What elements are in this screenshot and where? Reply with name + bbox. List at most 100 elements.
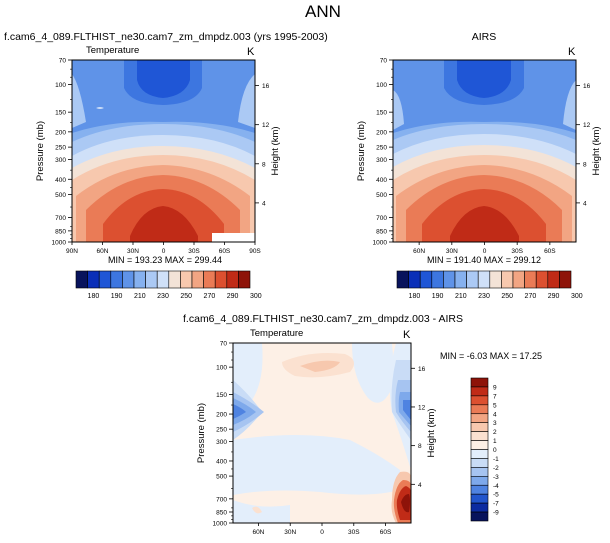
colorbar-swatch bbox=[133, 270, 146, 289]
colorbar-obs: 180 190 210 230 250 270 290 300 bbox=[396, 270, 583, 300]
latitude-tick-label: 60N bbox=[252, 529, 264, 536]
pressure-tick-label: 200 bbox=[376, 129, 387, 136]
colorbar-label: 190 bbox=[111, 293, 123, 300]
colorbar-swatch bbox=[477, 270, 491, 289]
colorbar-label: 180 bbox=[88, 293, 100, 300]
latitude-tick-label: 30N bbox=[446, 248, 458, 255]
height-tick-label: 4 bbox=[418, 482, 422, 489]
colorbar-swatch bbox=[470, 467, 489, 477]
y-axis-right-title: Height (km) bbox=[591, 126, 602, 175]
latitude-tick-label: 90N bbox=[66, 248, 78, 255]
panel-model-stats: MIN = 193.23 MAX = 299.44 bbox=[108, 255, 222, 265]
panel-diff-stats: MIN = -6.03 MAX = 17.25 bbox=[440, 351, 542, 361]
pressure-tick-label: 400 bbox=[376, 177, 387, 184]
panel-model-contour-field bbox=[72, 60, 255, 242]
latitude-tick-label: 30N bbox=[127, 248, 139, 255]
latitude-tick-label: 30S bbox=[188, 248, 200, 255]
pressure-tick-label: 300 bbox=[376, 157, 387, 164]
pressure-tick-label: 250 bbox=[376, 145, 387, 152]
colorbar-swatch bbox=[408, 270, 421, 289]
latitude-tick-label: 60N bbox=[97, 248, 109, 255]
height-tick-label: 8 bbox=[583, 161, 587, 168]
colorbar-swatch bbox=[454, 270, 467, 289]
pressure-tick-label: 150 bbox=[216, 392, 227, 399]
colorbar-swatch bbox=[470, 386, 489, 397]
pressure-tick-label: 300 bbox=[216, 439, 227, 446]
colorbar-diff: 9 7 5 4 3 2 1 0 -1 -2 -3 -4 -5 -7 -9 bbox=[470, 377, 499, 522]
colorbar-swatch bbox=[75, 270, 88, 289]
colorbar-label: -1 bbox=[493, 456, 499, 463]
pressure-tick-label: 70 bbox=[380, 58, 388, 65]
colorbar-label: 300 bbox=[571, 293, 583, 300]
colorbar-swatch bbox=[110, 270, 123, 289]
panel-diff-variable: Temperature bbox=[250, 328, 303, 339]
colorbar-swatch bbox=[470, 395, 489, 406]
colorbar-label: -4 bbox=[493, 483, 499, 490]
pressure-tick-label: 70 bbox=[220, 341, 228, 348]
colorbar-label: -9 bbox=[493, 510, 499, 517]
figure-title: ANN bbox=[305, 2, 341, 21]
colorbar-label: 230 bbox=[478, 293, 490, 300]
colorbar-label: 0 bbox=[493, 447, 497, 454]
pressure-tick-label: 850 bbox=[55, 228, 66, 235]
colorbar-label: -3 bbox=[493, 474, 499, 481]
colorbar-label: 300 bbox=[250, 293, 262, 300]
colorbar-label: 3 bbox=[493, 420, 497, 427]
colorbar-label: 290 bbox=[548, 293, 560, 300]
y-axis-title: Pressure (mb) bbox=[35, 121, 46, 181]
colorbar-swatch bbox=[466, 270, 479, 289]
colorbar-swatch bbox=[180, 270, 193, 289]
colorbar-label: 1 bbox=[493, 438, 497, 445]
pressure-tick-label: 700 bbox=[376, 215, 387, 222]
colorbar-swatch bbox=[238, 270, 251, 289]
latitude-tick-label: 0 bbox=[162, 248, 166, 255]
latitude-tick-label: 30N bbox=[284, 529, 296, 536]
colorbar-swatch bbox=[470, 404, 489, 415]
height-tick-label: 16 bbox=[262, 83, 270, 90]
pressure-tick-label: 500 bbox=[55, 192, 66, 199]
height-tick-label: 4 bbox=[262, 200, 266, 207]
pressure-tick-label: 700 bbox=[216, 496, 227, 503]
colorbar-swatch bbox=[122, 270, 135, 289]
colorbar-swatch bbox=[501, 270, 514, 289]
latitude-tick-label: 30S bbox=[511, 248, 523, 255]
pressure-tick-label: 250 bbox=[55, 145, 66, 152]
panel-model-units: K bbox=[247, 46, 255, 58]
colorbar-label: 250 bbox=[501, 293, 513, 300]
colorbar-label: 290 bbox=[227, 293, 239, 300]
latitude-tick-label: 90S bbox=[249, 248, 261, 255]
latitude-tick-label: 0 bbox=[320, 529, 324, 536]
latitude-tick-label: 60S bbox=[219, 248, 231, 255]
panel-diff-axes: 70 100 150 200 250 300 400 500 700 850 1000 16 12 8 4 6… bbox=[196, 341, 437, 537]
colorbar-label: 190 bbox=[432, 293, 444, 300]
colorbar-swatch bbox=[168, 270, 181, 289]
colorbar-swatch bbox=[470, 493, 489, 504]
colorbar-swatch bbox=[431, 270, 444, 289]
panel-obs-stats: MIN = 191.40 MAX = 299.12 bbox=[427, 255, 541, 265]
colorbar-label: -7 bbox=[493, 501, 499, 508]
colorbar-swatch bbox=[470, 484, 489, 495]
colorbar-label: 9 bbox=[493, 384, 497, 391]
colorbar-swatch bbox=[87, 270, 100, 289]
y-axis-title: Pressure (mb) bbox=[196, 403, 207, 463]
latitude-tick-label: 0 bbox=[483, 248, 487, 255]
panel-obs-title: AIRS bbox=[472, 31, 497, 43]
colorbar-swatch bbox=[470, 502, 489, 513]
colorbar-swatch bbox=[145, 270, 158, 289]
colorbar-label: 180 bbox=[409, 293, 421, 300]
latitude-tick-label: 60S bbox=[544, 248, 556, 255]
latitude-tick-label: 30S bbox=[348, 529, 360, 536]
colorbar-label: 4 bbox=[493, 411, 497, 418]
panel-obs-units: K bbox=[568, 46, 576, 58]
colorbar-swatch bbox=[470, 511, 489, 522]
panel-model-title: f.cam6_4_089.FLTHIST_ne30.cam7_zm_dmpdz.… bbox=[4, 31, 328, 43]
pressure-tick-label: 70 bbox=[59, 58, 67, 65]
pressure-tick-label: 200 bbox=[55, 129, 66, 136]
latitude-tick-label: 60S bbox=[380, 529, 392, 536]
colorbar-swatch bbox=[470, 377, 489, 388]
colorbar-swatch bbox=[470, 413, 489, 423]
colorbar-swatch bbox=[419, 270, 433, 289]
colorbar-label: 210 bbox=[134, 293, 146, 300]
height-tick-label: 12 bbox=[418, 404, 426, 411]
pressure-tick-label: 250 bbox=[216, 427, 227, 434]
